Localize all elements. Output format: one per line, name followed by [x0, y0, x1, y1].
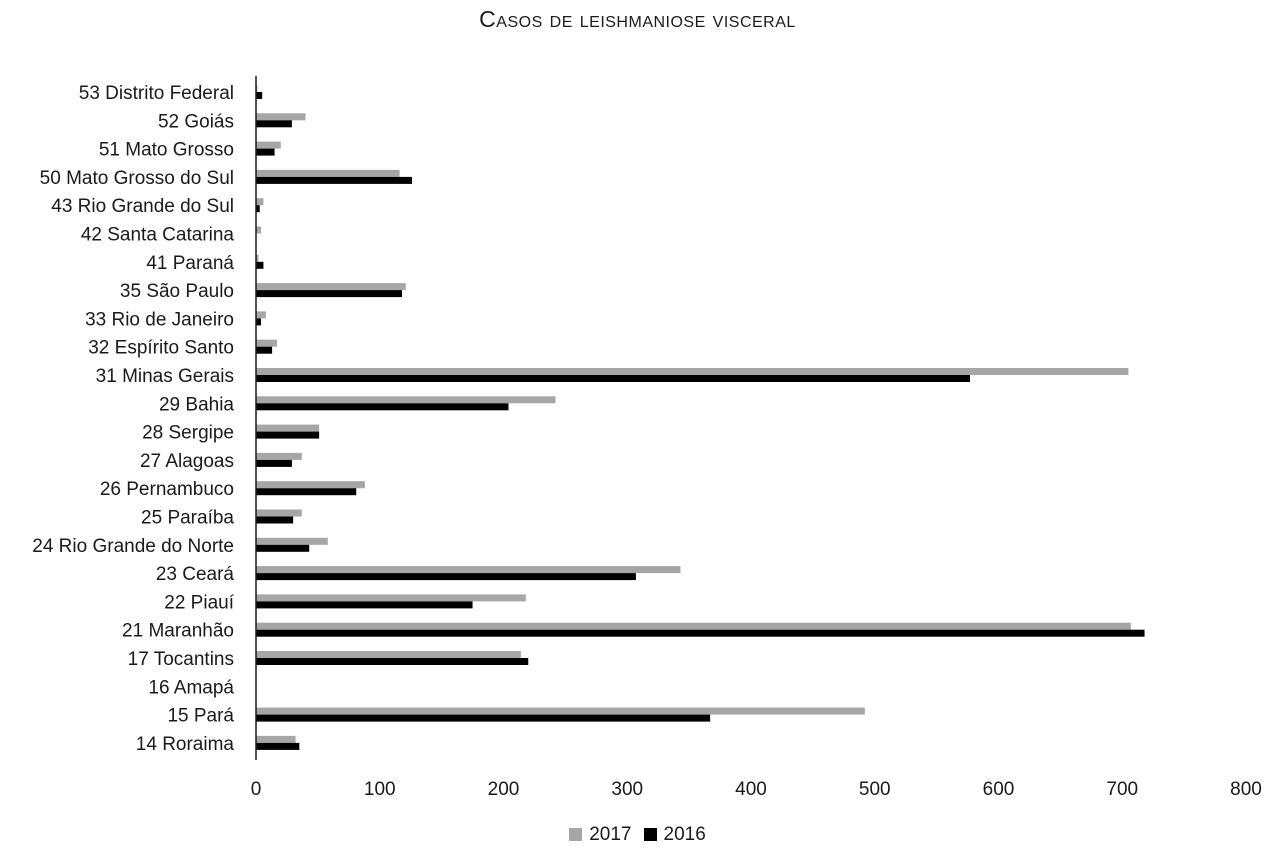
legend-item: 2016 [643, 824, 706, 846]
legend-swatch [643, 828, 657, 841]
category-label: 50 Mato Grosso do Sul [40, 168, 234, 189]
category-label: 27 Alagoas [140, 451, 234, 472]
category-label: 15 Pará [167, 706, 234, 727]
bar-2016 [256, 488, 357, 496]
bar-2017 [256, 141, 281, 149]
bar-2016 [256, 205, 260, 213]
bar-2017 [256, 481, 365, 489]
x-tick-label: 400 [735, 779, 767, 800]
bar-2017 [256, 566, 681, 574]
bar-2016 [256, 318, 261, 326]
bar-2016 [256, 601, 473, 609]
category-label: 51 Mato Grosso [99, 140, 234, 161]
bar-2017 [256, 226, 261, 234]
category-label: 35 São Paulo [120, 281, 234, 302]
bar-2017 [256, 707, 865, 715]
bar-2017 [256, 113, 306, 121]
category-label: 31 Minas Gerais [96, 366, 234, 387]
category-label: 21 Maranhão [122, 621, 234, 642]
bar-2017 [256, 452, 302, 460]
category-label: 14 Roraima [136, 734, 235, 755]
x-tick-labels: 0 100 200 300 400 500 600 700 800 [251, 779, 1262, 800]
bar-2016 [256, 176, 412, 184]
legend-label: 2017 [589, 824, 632, 845]
bar-2017 [256, 622, 1131, 630]
category-label: 52 Goiás [158, 111, 234, 132]
bar-2017 [256, 594, 526, 602]
x-tick-label: 300 [611, 779, 643, 800]
legend: 2017 2016 [0, 824, 1275, 846]
category-label: 53 Distrito Federal [79, 83, 234, 104]
category-label: 17 Tocantins [128, 649, 234, 670]
category-label: 41 Paraná [146, 253, 234, 274]
bar-2016 [256, 742, 300, 750]
bar-2016 [256, 120, 292, 128]
bar-2016 [256, 346, 273, 354]
bar-2016 [256, 261, 264, 269]
bar-2017 [256, 254, 259, 262]
legend-label: 2016 [663, 824, 706, 845]
bar-chart: 53 Distrito Federal 52 Goiás 51 Mato Gross… [32, 76, 1262, 800]
category-label: 43 Rio Grande do Sul [51, 196, 234, 217]
category-labels: 53 Distrito Federal 52 Goiás 51 Mato Gross… [32, 83, 234, 755]
category-label: 25 Paraíba [141, 508, 234, 529]
bar-2017 [256, 311, 266, 319]
bar-2017 [256, 424, 320, 432]
bar-2016 [256, 714, 711, 722]
bar-2016 [256, 573, 636, 581]
bar-2016 [256, 290, 403, 298]
bars-layer [256, 85, 1145, 750]
x-tick-label: 0 [251, 779, 262, 800]
bar-2016 [256, 658, 529, 665]
bar-2017 [256, 651, 521, 658]
x-tick-label: 800 [1230, 779, 1262, 800]
bar-2017 [256, 283, 406, 291]
x-tick-label: 600 [983, 779, 1015, 800]
bar-2017 [256, 198, 264, 206]
category-label: 32 Espírito Santo [88, 338, 234, 359]
category-label: 24 Rio Grande do Norte [32, 536, 234, 557]
bar-2016 [256, 431, 320, 439]
bar-2016 [256, 544, 310, 552]
bar-2016 [256, 629, 1145, 637]
bar-2016 [256, 403, 509, 411]
bar-2017 [256, 537, 328, 545]
category-label: 28 Sergipe [142, 423, 234, 444]
bar-2016 [256, 148, 275, 156]
x-tick-label: 200 [488, 779, 520, 800]
legend-item: 2017 [569, 824, 632, 846]
category-label: 23 Ceará [156, 564, 235, 585]
bar-2017 [256, 509, 302, 517]
bar-2016 [256, 375, 971, 382]
x-tick-label: 500 [859, 779, 891, 800]
category-label: 26 Pernambuco [100, 479, 234, 500]
bar-2017 [256, 735, 296, 743]
bar-2016 [256, 516, 294, 524]
category-label: 29 Bahia [159, 394, 234, 415]
bar-2017 [256, 339, 278, 347]
bar-2017 [256, 396, 556, 404]
category-label: 42 Santa Catarina [81, 225, 235, 246]
bar-2017 [256, 169, 400, 177]
legend-swatch [569, 828, 583, 841]
bar-2016 [256, 459, 292, 467]
bar-2016 [256, 92, 263, 99]
category-label: 33 Rio de Janeiro [85, 309, 234, 330]
category-label: 22 Piauí [164, 592, 234, 613]
x-tick-label: 100 [364, 779, 396, 800]
category-label: 16 Amapá [148, 677, 234, 698]
bar-2017 [256, 368, 1129, 375]
chart-title: Casos de leishmaniose visceral [479, 6, 796, 32]
x-tick-label: 700 [1106, 779, 1138, 800]
